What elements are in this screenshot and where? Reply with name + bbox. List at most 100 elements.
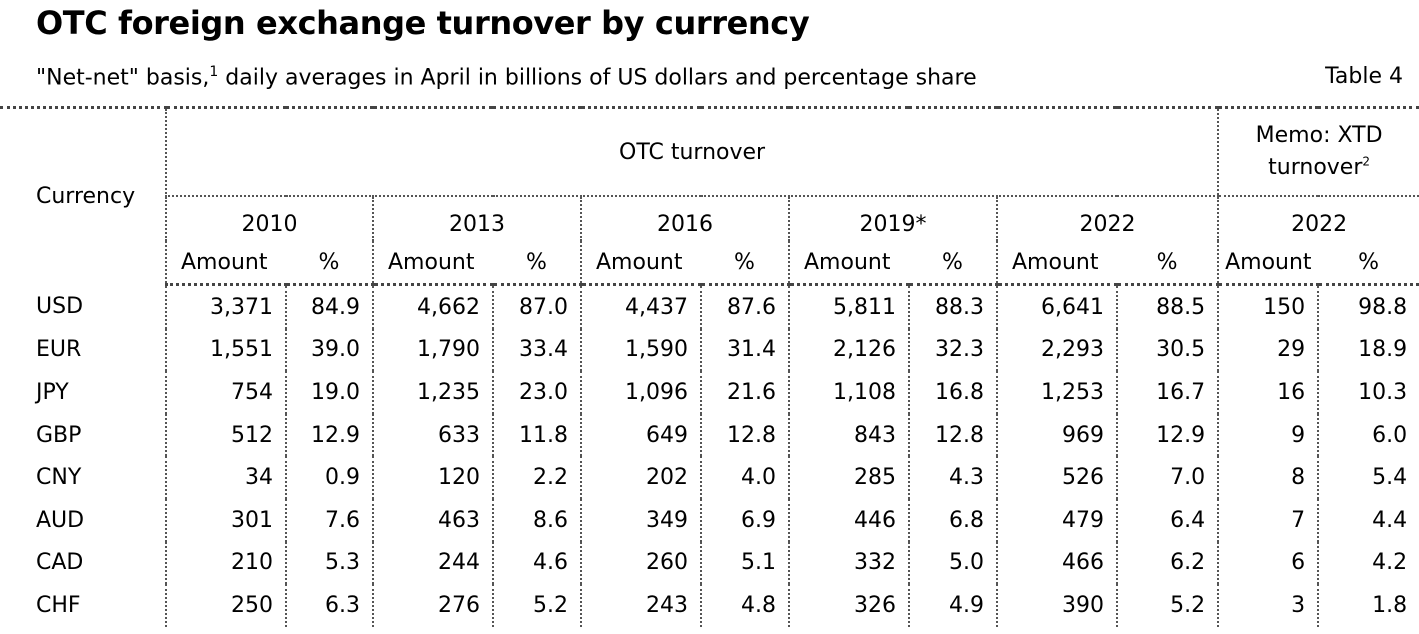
- page-title: OTC foreign exchange turnover by currenc…: [36, 4, 810, 42]
- percent-cell: 6.8: [908, 498, 997, 542]
- amount-column-header: Amount: [580, 241, 701, 286]
- percent-cell: 0.9: [285, 456, 373, 499]
- percent-column-header: %: [701, 241, 789, 286]
- percent-cell: 84.9: [285, 284, 373, 329]
- table-row: EUR 1,551 39.0 1,790 33.4 1,590 31.4 2,126 32.3 2…: [0, 328, 1419, 372]
- percent-cell: 19.0: [285, 371, 373, 414]
- table-row: CAD 210 5.3 244 4.6 260 5.1 332 5.0 466 6.2 6 4.2: [0, 541, 1419, 585]
- percent-cell: 12.9: [285, 413, 373, 457]
- percent-cell: 11.8: [492, 413, 581, 457]
- amount-cell: 6: [1217, 541, 1319, 585]
- amount-cell: 8: [1217, 456, 1319, 499]
- percent-cell: 12.8: [700, 413, 789, 457]
- table-row: JPY 754 19.0 1,235 23.0 1,096 21.6 1,108 16.8 1,2…: [0, 371, 1419, 414]
- percent-cell: 5.2: [1115, 584, 1219, 627]
- amount-cell: 3,371: [165, 284, 286, 329]
- amount-cell: 210: [165, 541, 286, 585]
- percent-cell: 5.2: [492, 584, 581, 627]
- percent-cell: 12.9: [1115, 413, 1219, 457]
- percent-cell: 98.8: [1317, 284, 1419, 329]
- percent-cell: 21.6: [700, 371, 789, 414]
- amount-cell: 4,437: [580, 284, 701, 329]
- currency-code: CAD: [36, 550, 84, 576]
- amount-cell: 34: [165, 456, 286, 499]
- year-header-2022: 2022: [995, 196, 1219, 241]
- amount-cell: 1,253: [996, 371, 1117, 414]
- fx-turnover-table: Currency OTC turnover Memo: XTD turnover2…: [0, 106, 1419, 627]
- amount-cell: 446: [788, 498, 909, 542]
- amount-cell: 1,108: [788, 371, 909, 414]
- year-header-2013: 2013: [372, 196, 581, 241]
- amount-cell: 3: [1217, 584, 1319, 627]
- percent-column-header: %: [493, 241, 581, 286]
- amount-column-header: Amount: [165, 241, 286, 286]
- subtitle-text-rest: daily averages in April in billions of U…: [218, 65, 977, 91]
- percent-cell: 4.9: [908, 584, 997, 627]
- amount-cell: 2,293: [996, 328, 1117, 372]
- amount-cell: 6,641: [996, 284, 1117, 329]
- amount-column-header: Amount: [1217, 241, 1319, 286]
- table-row: CHF 250 6.3 276 5.2 243 4.8 326 4.9 390 5.2 3 1.8: [0, 584, 1419, 627]
- percent-cell: 4.0: [700, 456, 789, 499]
- percent-column-header: %: [1117, 241, 1219, 286]
- percent-cell: 1.8: [1317, 584, 1419, 627]
- currency-code: GBP: [36, 422, 82, 448]
- amount-cell: 1,790: [372, 328, 493, 372]
- percent-cell: 23.0: [492, 371, 581, 414]
- amount-cell: 250: [165, 584, 286, 627]
- percent-cell: 31.4: [700, 328, 789, 372]
- year-header-2016: 2016: [580, 196, 789, 241]
- percent-cell: 6.0: [1317, 413, 1419, 457]
- footnote-1-marker: 1: [209, 64, 219, 80]
- currency-code: CNY: [36, 465, 82, 491]
- amount-cell: 479: [996, 498, 1117, 542]
- amount-cell: 244: [372, 541, 493, 585]
- percent-cell: 8.6: [492, 498, 581, 542]
- otc-turnover-header: OTC turnover: [164, 106, 1219, 197]
- percent-column-header: %: [909, 241, 997, 286]
- percent-cell: 6.4: [1115, 498, 1219, 542]
- amount-cell: 260: [580, 541, 701, 585]
- percent-cell: 5.1: [700, 541, 789, 585]
- amount-cell: 390: [996, 584, 1117, 627]
- percent-cell: 4.8: [700, 584, 789, 627]
- table-subtitle: "Net-net" basis,1 daily averages in Apri…: [36, 64, 977, 90]
- subtitle-text: "Net-net" basis,: [36, 65, 210, 91]
- currency-column-header: Currency: [0, 106, 166, 285]
- amount-cell: 29: [1217, 328, 1319, 372]
- amount-cell: 202: [580, 456, 701, 499]
- amount-cell: 1,096: [580, 371, 701, 414]
- amount-cell: 1,235: [372, 371, 493, 414]
- amount-cell: 1,590: [580, 328, 701, 372]
- percent-cell: 88.3: [908, 284, 997, 329]
- percent-cell: 5.4: [1317, 456, 1419, 499]
- amount-cell: 526: [996, 456, 1117, 499]
- percent-cell: 12.8: [908, 413, 997, 457]
- amount-cell: 5,811: [788, 284, 909, 329]
- currency-code: USD: [36, 294, 84, 320]
- footnote-2-marker: 2: [1362, 154, 1371, 169]
- percent-cell: 5.0: [908, 541, 997, 585]
- currency-code: JPY: [36, 379, 69, 405]
- percent-cell: 33.4: [492, 328, 581, 372]
- year-header-2019: 2019*: [788, 196, 997, 241]
- year-header-2010: 2010: [165, 196, 373, 241]
- percent-cell: 30.5: [1115, 328, 1219, 372]
- currency-code: AUD: [36, 507, 85, 533]
- table-row: AUD 301 7.6 463 8.6 349 6.9 446 6.8 479 6.4 7 4.4: [0, 498, 1419, 542]
- amount-cell: 7: [1217, 498, 1319, 542]
- amount-cell: 1,551: [165, 328, 286, 372]
- currency-code: CHF: [36, 592, 81, 618]
- amount-cell: 285: [788, 456, 909, 499]
- memo-line2: turnover: [1268, 155, 1363, 180]
- percent-cell: 88.5: [1115, 284, 1219, 329]
- percent-cell: 4.6: [492, 541, 581, 585]
- percent-cell: 7.6: [285, 498, 373, 542]
- amount-cell: 649: [580, 413, 701, 457]
- memo-xtd-header: Memo: XTD turnover2: [1217, 106, 1419, 197]
- amount-cell: 243: [580, 584, 701, 627]
- memo-line1: Memo: XTD: [1255, 123, 1383, 149]
- amount-cell: 276: [372, 584, 493, 627]
- percent-cell: 6.3: [285, 584, 373, 627]
- table-row: GBP 512 12.9 633 11.8 649 12.8 843 12.8 969 12.9 9 6…: [0, 413, 1419, 457]
